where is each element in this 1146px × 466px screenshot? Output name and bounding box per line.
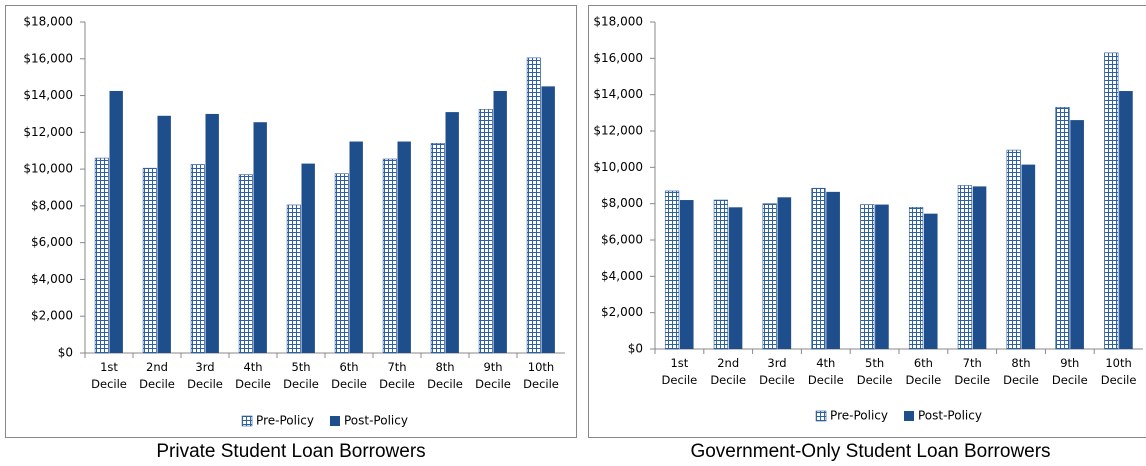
- bar: [541, 86, 555, 353]
- bar: [1104, 52, 1119, 350]
- x-tick-label: 7th Decile: [954, 356, 991, 387]
- bar: [334, 173, 349, 354]
- x-tick-label: 5th Decile: [856, 356, 893, 387]
- chart-frame: [588, 5, 1146, 438]
- legend: Pre-Policy Post-Policy: [241, 414, 408, 428]
- y-tick-label: $8,000: [31, 198, 73, 212]
- bar: [923, 213, 938, 349]
- y-tick-label: $12,000: [23, 125, 73, 139]
- chart-caption: Government-Only Student Loan Borrowers: [690, 441, 1050, 462]
- x-tick-label: 1st Decile: [91, 360, 127, 391]
- x-tick-label: 3rd Decile: [187, 360, 223, 391]
- bar: [762, 203, 777, 350]
- x-tick-label: 2nd Decile: [710, 356, 747, 387]
- bar: [397, 141, 411, 353]
- chart-frame: [5, 5, 577, 438]
- y-tick-label: $12,000: [593, 124, 643, 138]
- x-tick-label: 4th Decile: [235, 360, 271, 391]
- x-tick-label: 1st Decile: [661, 356, 698, 387]
- y-tick-label: $14,000: [23, 88, 73, 102]
- bar: [382, 158, 397, 354]
- bar: [1021, 164, 1036, 349]
- y-tick-label: $14,000: [593, 87, 643, 101]
- bar: [109, 90, 123, 353]
- y-tick-label: $0: [58, 346, 73, 360]
- legend-swatch: [241, 415, 253, 427]
- bar: [478, 109, 493, 354]
- legend-label: Pre-Policy: [256, 414, 314, 428]
- x-tick-label: 9th Decile: [1051, 356, 1088, 387]
- y-tick-label: $10,000: [593, 160, 643, 174]
- bar: [860, 204, 875, 350]
- legend-label: Post-Policy: [344, 414, 408, 428]
- bar: [430, 143, 445, 354]
- x-tick-label: 3rd Decile: [759, 356, 795, 387]
- y-tick-label: $0: [628, 342, 643, 356]
- x-tick-label: 6th Decile: [905, 356, 942, 387]
- y-tick-label: $6,000: [31, 235, 73, 249]
- x-tick-label: 9th Decile: [475, 360, 511, 391]
- legend-label: Post-Policy: [918, 409, 982, 423]
- bar: [493, 90, 507, 353]
- y-tick-label: $4,000: [31, 272, 73, 286]
- chart-caption: Private Student Loan Borrowers: [156, 441, 425, 462]
- y-tick-label: $10,000: [23, 162, 73, 176]
- x-tick-label: 5th Decile: [283, 360, 319, 391]
- bar: [679, 200, 694, 349]
- bar: [349, 141, 363, 353]
- bar: [142, 167, 157, 354]
- x-tick-label: 8th Decile: [427, 360, 463, 391]
- x-tick-label: 2nd Decile: [139, 360, 175, 391]
- x-tick-label: 6th Decile: [331, 360, 367, 391]
- bar: [728, 207, 743, 349]
- legend-swatch: [903, 411, 914, 421]
- x-tick-label: 7th Decile: [379, 360, 415, 391]
- bar: [94, 157, 109, 354]
- legend: Pre-Policy Post-Policy: [815, 409, 982, 423]
- bar: [1070, 120, 1084, 349]
- bar: [713, 199, 728, 350]
- legend-label: Pre-Policy: [830, 409, 888, 423]
- y-tick-label: $2,000: [601, 305, 643, 319]
- bar: [205, 113, 219, 353]
- bar: [301, 163, 315, 353]
- y-tick-label: $6,000: [601, 233, 643, 247]
- bar: [238, 174, 253, 354]
- x-tick-label: 10th Decile: [1100, 356, 1137, 387]
- bar: [526, 57, 541, 354]
- y-tick-label: $16,000: [23, 51, 73, 65]
- y-tick-label: $18,000: [593, 15, 643, 29]
- bar: [777, 197, 792, 349]
- x-tick-label: 8th Decile: [1003, 356, 1039, 387]
- y-tick-label: $16,000: [593, 51, 643, 65]
- bar: [972, 186, 987, 349]
- bar: [1006, 149, 1021, 350]
- y-tick-label: $8,000: [601, 196, 643, 210]
- bar: [957, 185, 972, 350]
- x-tick-label: 4th Decile: [807, 356, 844, 387]
- bar: [826, 191, 840, 349]
- y-tick-label: $4,000: [601, 269, 643, 283]
- bar: [811, 187, 826, 350]
- bar: [286, 204, 301, 354]
- bar: [664, 190, 680, 350]
- bar: [253, 122, 267, 353]
- legend-swatch: [815, 410, 827, 422]
- y-tick-label: $18,000: [23, 15, 73, 29]
- bar: [1119, 91, 1133, 350]
- x-tick-label: 10th Decile: [523, 360, 559, 391]
- bar: [445, 112, 459, 353]
- legend-swatch: [329, 416, 340, 426]
- bar: [1055, 107, 1070, 350]
- y-tick-label: $2,000: [31, 309, 73, 323]
- bar: [908, 207, 924, 350]
- bar: [157, 115, 171, 354]
- bar: [875, 204, 889, 349]
- bar: [190, 164, 205, 354]
